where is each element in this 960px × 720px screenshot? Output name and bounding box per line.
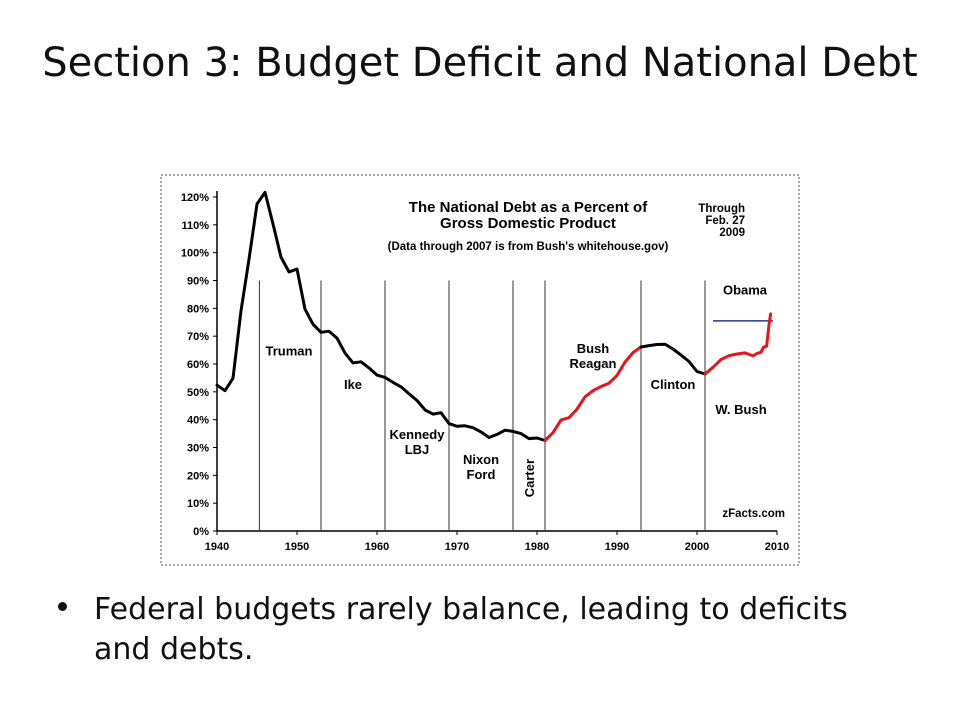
debt-series-line — [215, 190, 547, 442]
presidency-label: Ike — [344, 377, 362, 392]
chart-title: The National Debt as a Percent of Gross D… — [409, 199, 648, 232]
y-tick-label: 80% — [187, 303, 209, 315]
debt-chart-svg: 0% 10% 20% 30% 40% 50% 60% 70% 80% 90% 100% 110% 120… — [160, 174, 800, 566]
y-tick-label: 0% — [193, 526, 209, 538]
presidency-label: Obama — [723, 282, 768, 297]
y-tick-label: 10% — [187, 498, 209, 510]
y-tick-label: 120% — [181, 192, 209, 204]
x-tick-label: 1940 — [205, 541, 229, 553]
x-tick-label: 2010 — [765, 541, 789, 553]
x-tick-label: 2000 — [685, 541, 709, 553]
bullet-text: Federal budgets rarely balance, leading … — [94, 592, 848, 667]
y-tick-label: 100% — [181, 248, 209, 260]
y-tick-label: 50% — [187, 387, 209, 399]
presidency-label: Nixon Ford — [463, 452, 499, 482]
chart-date-note: Through Feb. 27 2009 — [698, 203, 745, 239]
x-tick-label: 1970 — [445, 541, 469, 553]
debt-chart: 0% 10% 20% 30% 40% 50% 60% 70% 80% 90% 100% 110% 120… — [160, 174, 800, 566]
presidency-label: Clinton — [651, 377, 696, 392]
presidency-label-carter: Carter — [522, 459, 537, 497]
debt-series-line — [703, 312, 773, 376]
y-tick-label: 60% — [187, 359, 209, 371]
x-tick-label: 1980 — [525, 541, 549, 553]
presidency-label: Bush Reagan — [570, 341, 617, 371]
chart-source: zFacts.com — [722, 508, 785, 520]
y-tick-label: 40% — [187, 415, 209, 427]
chart-border — [160, 174, 800, 566]
y-tick-label: 70% — [187, 331, 209, 343]
debt-series-line — [543, 345, 643, 442]
presidency-label: Truman — [266, 344, 313, 359]
debt-series-line — [639, 342, 707, 376]
y-tick-label: 90% — [187, 276, 209, 288]
presidency-label: Kennedy LBJ — [390, 427, 446, 457]
presidency-label: W. Bush — [715, 402, 766, 417]
bullet-list: Federal budgets rarely balance, leading … — [58, 590, 878, 670]
bullet-marker — [58, 602, 67, 611]
x-tick-label: 1950 — [285, 541, 309, 553]
y-tick-label: 110% — [181, 220, 209, 232]
x-tick-label: 1960 — [365, 541, 389, 553]
slide-title: Section 3: Budget Deficit and National D… — [42, 40, 918, 86]
chart-subtitle: (Data through 2007 is from Bush's whiteh… — [388, 241, 669, 253]
y-tick-label: 30% — [187, 443, 209, 455]
y-tick-label: 20% — [187, 470, 209, 482]
x-tick-label: 1990 — [605, 541, 629, 553]
